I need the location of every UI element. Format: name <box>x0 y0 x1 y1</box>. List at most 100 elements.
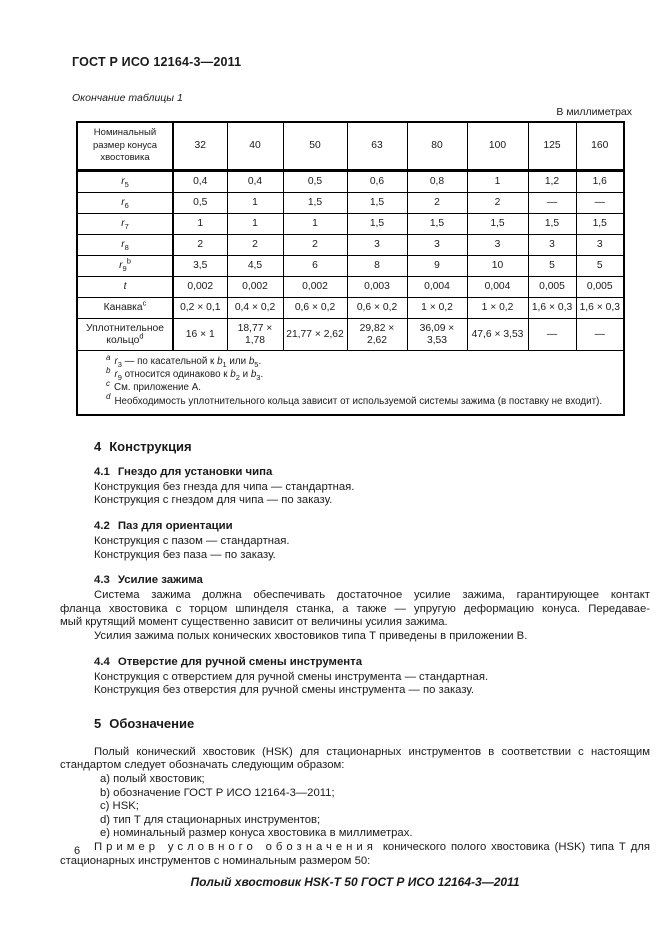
table-cell: 18,77 × 1,78 <box>226 318 284 351</box>
section-4-title: Конструкция <box>109 438 192 454</box>
row-label: r5 <box>76 170 174 193</box>
designation-item-c: c) HSK; <box>100 800 139 813</box>
row-label: r9b <box>76 255 174 277</box>
row-label: r8 <box>76 234 174 256</box>
example-intro-spaced: Пример условного обозначения <box>94 840 377 853</box>
table-cell: 6 <box>282 255 348 277</box>
size-column-header: 80 <box>406 121 468 172</box>
dimension-table-body: Номинальный размер конуса хвостовика 32 40… <box>76 121 625 416</box>
table-cell: 0,6 × 0,2 <box>346 297 408 319</box>
paragraph-4-1-b: Конструкция с гнездом для чипа — по зака… <box>94 494 333 507</box>
subsection-4-1-heading: 4.1 Гнездо для установки чипа <box>94 466 650 478</box>
table-cell: 21,77 × 2,62 <box>282 318 348 351</box>
table-cell: 3 <box>466 234 529 256</box>
dimension-table: Номинальный размер конуса хвостовика 32 40… <box>76 121 625 416</box>
subsection-4-4-title: Отверстие для ручной смены инструмента <box>117 655 363 668</box>
table-row: t 0,002 0,002 0,002 0,003 0,004 0,004 0,005 0,00… <box>76 276 625 298</box>
section-5-heading: 5 Обозначение <box>94 716 650 731</box>
subsection-4-1-number: 4.1 <box>94 465 110 478</box>
table-cell: 29,82 × 2,62 <box>346 318 408 351</box>
table-cell: — <box>575 192 625 214</box>
table-cell: 1,5 <box>346 213 408 235</box>
doc-code: ГОСТ Р ИСО 12164-3—2011 <box>72 55 242 69</box>
paragraph-4-3-b: Усилия зажима полых конических хвостовик… <box>94 629 528 642</box>
table-cell: 1 <box>282 213 348 235</box>
table-footnote: d Необходимость уплотнительного кольца за… <box>106 392 603 407</box>
section-5-number: 5 <box>94 715 102 731</box>
table-cell: 1 <box>226 192 284 214</box>
table-cell: — <box>575 318 625 351</box>
table-cell: 2 <box>466 192 529 214</box>
page-content: ГОСТ Р ИСО 12164-3—2011 Окончание таблиц… <box>60 55 650 889</box>
table-cell: 1 <box>466 170 529 193</box>
paragraph-5-intro-line1: Полый конический хвостовик (HSK) для ста… <box>94 745 650 758</box>
table-cell: 1 <box>226 213 284 235</box>
table-cell: 1,5 <box>346 192 408 214</box>
paragraph-4-3-line2: фланца хвостовика с торцом шпинделя стан… <box>60 602 650 615</box>
subsection-4-2-number: 4.2 <box>94 520 110 532</box>
table-cell: 1,5 <box>575 213 625 235</box>
table-cell: 3 <box>406 234 468 256</box>
section-4-heading: 4 Конструкция <box>94 439 650 454</box>
table-cell: 0,5 <box>282 170 348 193</box>
table-cell: 47,6 × 3,53 <box>466 318 529 351</box>
table-cell: 1,6 <box>575 170 625 193</box>
paragraph-4-4-b: Конструкция без отверстия для ручной сме… <box>94 684 475 697</box>
size-column-header: 40 <box>226 121 284 172</box>
paragraph-4-2-a: Конструкция с пазом — стандартная. <box>94 535 290 547</box>
table-cell: 1,5 <box>466 213 529 235</box>
table-cell: 2 <box>172 234 228 256</box>
table-cell: 1,2 <box>527 170 577 193</box>
table-cell: — <box>527 318 577 351</box>
table-cell: 1,6 × 0,3 <box>575 297 625 319</box>
row-label: r7 <box>76 213 174 235</box>
table-cell: 1,5 <box>527 213 577 235</box>
designation-item-d: d) тип Т для стационарных инструментов; <box>100 813 321 826</box>
example-intro-line1: Пример условного обозначения конического … <box>60 841 650 855</box>
paragraph-4-3-line1: Система зажима должна обеспечивать доста… <box>94 589 650 602</box>
row-label: Канавкаc <box>76 297 174 319</box>
table-cell: 0,005 <box>575 276 625 298</box>
table-cell: 1,5 <box>406 213 468 235</box>
table-footnote: a r3 — по касательной к b1 или b5. <box>106 352 262 369</box>
paragraph-4-2-b: Конструкция без паза — по заказу. <box>94 548 276 561</box>
section-5-title: Обозначение <box>109 715 195 731</box>
table-row: Уплотнительное кольцоd 16 × 1 18,77 × 1,78… <box>76 318 625 351</box>
table-cell: 0,003 <box>346 276 408 298</box>
table-cell: 0,4 <box>172 170 228 193</box>
table-cell: 0,002 <box>172 276 228 298</box>
table-caption: Окончание таблицы 1 <box>72 92 183 104</box>
table-cell: 1 × 0,2 <box>466 297 529 319</box>
table-corner-cell: Номинальный размер конуса хвостовика <box>76 121 174 172</box>
paragraph-4-3-line3: мый крутящий момент существенно зависит … <box>60 616 448 629</box>
table-cell: 2 <box>406 192 468 214</box>
table-cell: 0,004 <box>466 276 529 298</box>
subsection-4-4-heading: 4.4 Отверстие для ручной смены инструмент… <box>94 656 650 668</box>
table-cell: 2 <box>282 234 348 256</box>
size-column-header: 32 <box>172 121 228 172</box>
size-column-header: 160 <box>575 121 625 172</box>
designation-example: Полый хвостовик HSK-T 50 ГОСТ Р ИСО 1216… <box>190 875 520 890</box>
footnotes-row: a r3 — по касательной к b1 или b5. b r9 отн… <box>76 349 625 416</box>
table-cell: 5 <box>527 255 577 277</box>
table-footnotes: a r3 — по касательной к b1 или b5. b r9 отн… <box>76 349 625 416</box>
subsection-4-3-heading: 4.3 Усилие зажима <box>94 574 650 586</box>
table-cell: 3 <box>575 234 625 256</box>
designation-item-a: a) полый хвостовик; <box>100 772 205 785</box>
table-cell: 1 <box>172 213 228 235</box>
subsection-4-4-number: 4.4 <box>94 655 110 668</box>
row-label: Уплотнительное кольцоd <box>76 318 174 351</box>
table-row: r7 1 1 1 1,5 1,5 1,5 1,5 1,5 <box>76 213 625 235</box>
example-intro-rest: конического полого хвостовика (HSK) типа… <box>382 840 650 853</box>
paragraph-5-intro-line2: стандартом следует обозначать следующим … <box>60 759 345 772</box>
table-cell: 1,5 <box>282 192 348 214</box>
section-4-number: 4 <box>94 438 102 454</box>
table-cell: 3 <box>527 234 577 256</box>
table-cell: 10 <box>466 255 529 277</box>
paragraph-4-1-a: Конструкция без гнезда для чипа — станда… <box>94 480 355 493</box>
size-column-header: 125 <box>527 121 577 172</box>
table-cell: 0,5 <box>172 192 228 214</box>
row-label: t <box>76 276 174 298</box>
table-footnote: c См. приложение А. <box>106 379 201 394</box>
table-cell: 4,5 <box>226 255 284 277</box>
